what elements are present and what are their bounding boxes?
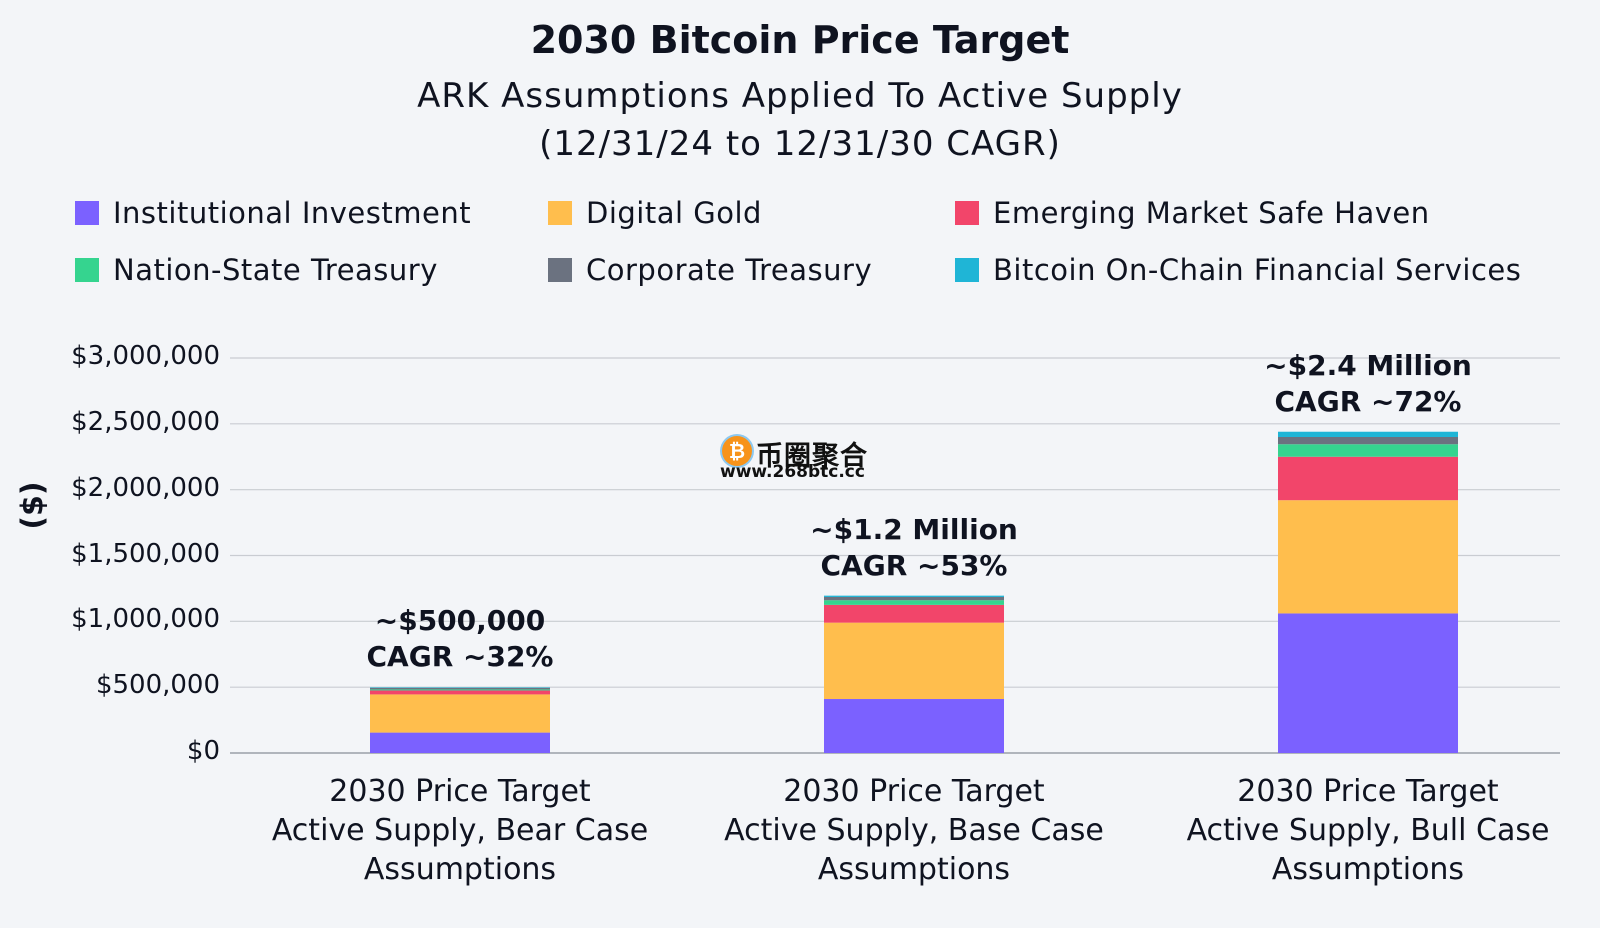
x-tick-label-line: Active Supply, Bull Case [1186, 813, 1550, 848]
chart-subtitle-line-2: (12/31/24 to 12/31/30 CAGR) [539, 124, 1061, 164]
bar-segment [370, 687, 550, 690]
legend-label: Institutional Investment [113, 196, 472, 230]
bar-stack [1278, 431, 1458, 753]
watermark: ₿ 币圈聚合 www.268btc.cc [718, 432, 888, 492]
bar-segment [370, 694, 550, 733]
bar-stack [824, 595, 1004, 753]
x-tick-label-line: Assumptions [363, 852, 557, 887]
bar-segment [824, 595, 1004, 597]
bar-annotation: ~$500,000 CAGR ~32% [310, 603, 610, 675]
x-tick-label: 2030 Price Target Active Supply, Bull Cas… [1138, 772, 1598, 889]
x-tick-label-line: Assumptions [817, 852, 1011, 887]
bar-annotation: ~$2.4 Million CAGR ~72% [1218, 348, 1518, 420]
bar-segment [1278, 456, 1458, 501]
legend-swatch [548, 201, 572, 225]
bar-annotation-line: CAGR ~32% [366, 640, 554, 674]
legend-swatch [955, 201, 979, 225]
watermark-url: www.268btc.cc [720, 462, 865, 482]
legend-swatch [955, 258, 979, 282]
legend-label: Bitcoin On-Chain Financial Services [993, 253, 1522, 287]
bar-annotation-line: CAGR ~72% [1274, 384, 1462, 418]
legend-label: Corporate Treasury [586, 253, 873, 287]
bar-segment [1278, 613, 1458, 753]
y-tick-label: $500,000 [95, 670, 220, 701]
bar-segment [824, 622, 1004, 700]
bar-segment [1278, 444, 1458, 457]
bar-annotation-line: ~$2.4 Million [1264, 348, 1472, 382]
bar-segment [824, 604, 1004, 623]
x-tick-label-line: 2030 Price Target [1237, 774, 1499, 809]
watermark-name: 币圈聚合 [756, 441, 868, 472]
legend-label: Digital Gold [586, 196, 762, 230]
y-tick-label: $2,000,000 [71, 472, 220, 503]
legend-swatch [548, 258, 572, 282]
legend-label: Nation-State Treasury [113, 253, 438, 287]
bar-annotation-line: ~$500,000 [374, 604, 546, 638]
x-tick-label-line: Active Supply, Bear Case [271, 813, 649, 848]
y-tick-label: $1,000,000 [71, 604, 220, 635]
bar-segment [824, 596, 1004, 601]
x-tick-label-line: 2030 Price Target [783, 774, 1045, 809]
legend-label: Emerging Market Safe Haven [993, 196, 1430, 230]
x-tick-label-line: 2030 Price Target [329, 774, 591, 809]
bar-stack [370, 687, 550, 753]
y-tick-label: $0 [186, 736, 220, 766]
bar-segment [824, 600, 1004, 605]
bar-segment [1278, 431, 1458, 437]
x-tick-label-line: Active Supply, Base Case [724, 813, 1104, 848]
bar-annotation-line: ~$1.2 Million [810, 512, 1018, 546]
bitcoin-logo-icon: ₿ [722, 436, 752, 466]
bar-segment [370, 690, 550, 695]
bar-segment [824, 699, 1004, 753]
legend-swatch [75, 258, 99, 282]
legend-item-bitcoin-on-chain-financial-services: Bitcoin On-Chain Financial Services [955, 253, 1521, 287]
bar-segment [370, 732, 550, 753]
x-tick-label: 2030 Price Target Active Supply, Base Cas… [684, 772, 1144, 889]
legend-item-emerging-market-safe-haven: Emerging Market Safe Haven [955, 196, 1430, 230]
legend-item-institutional-investment: Institutional Investment [75, 196, 471, 230]
y-tick-label: $3,000,000 [71, 341, 220, 371]
legend-swatch [75, 201, 99, 225]
y-tick-label: $2,500,000 [71, 406, 220, 437]
legend-item-digital-gold: Digital Gold [548, 196, 762, 230]
bar-segment [370, 689, 550, 691]
bar-segment [370, 687, 550, 688]
x-tick-label-line: Assumptions [1271, 852, 1465, 887]
bar-annotation-line: CAGR ~53% [820, 548, 1008, 582]
bar-annotation: ~$1.2 Million CAGR ~53% [764, 512, 1064, 584]
legend-item-corporate-treasury: Corporate Treasury [548, 253, 872, 287]
bar-segment [1278, 437, 1458, 445]
legend-item-nation-state-treasury: Nation-State Treasury [75, 253, 438, 287]
chart-subtitle-line-1: ARK Assumptions Applied To Active Supply [417, 76, 1183, 116]
x-tick-label: 2030 Price Target Active Supply, Bear Cas… [230, 772, 690, 889]
chart-title: 2030 Bitcoin Price Target [530, 18, 1070, 62]
y-tick-label: $1,500,000 [71, 538, 220, 569]
bar-segment [1278, 500, 1458, 614]
